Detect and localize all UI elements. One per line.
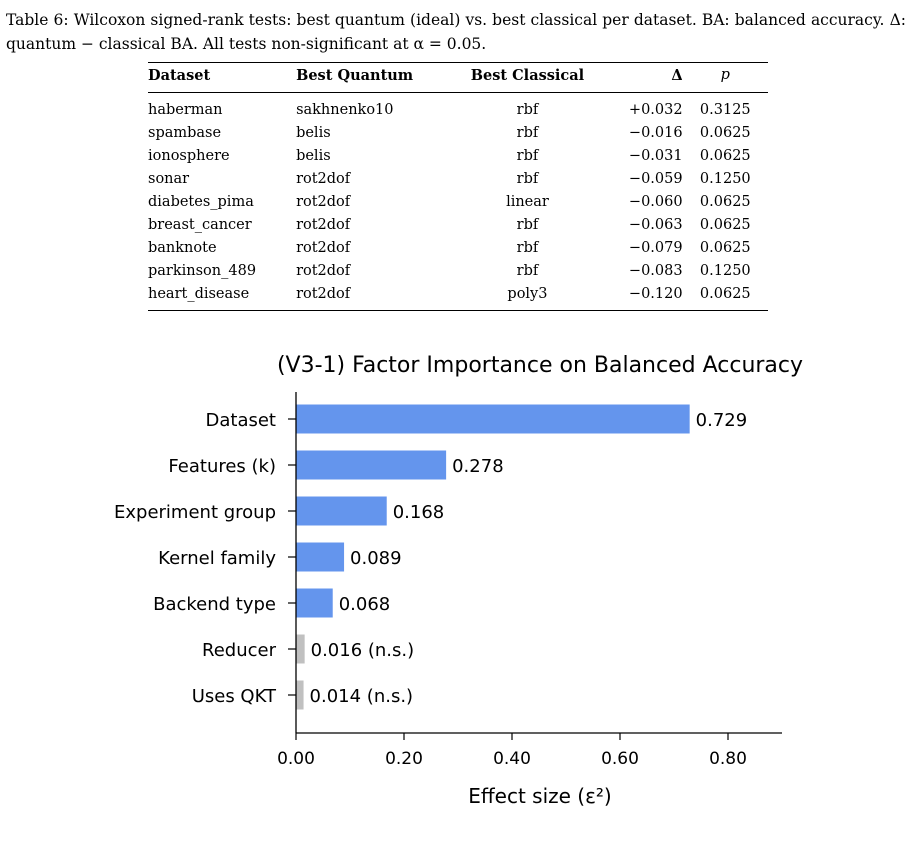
caption-label: Table 6: [6, 11, 69, 29]
category-label: Uses QKT [192, 686, 277, 707]
bar [296, 404, 690, 434]
header-delta: Δ [599, 62, 689, 93]
delta-cell: −0.016 [628, 125, 683, 141]
delta-cell: −0.083 [628, 263, 683, 279]
best-classical-cell: poly3 [460, 283, 600, 311]
bar [296, 450, 447, 480]
x-axis-label: Effect size (ε²) [468, 784, 612, 808]
best-quantum-cell: rot2dof [296, 283, 461, 311]
bar [296, 680, 304, 710]
x-tick-label: 0.20 [385, 749, 423, 769]
dataset-cell: diabetes_pima [148, 194, 254, 210]
dataset-cell: spambase [148, 125, 222, 141]
dataset-cell: ionosphere [148, 148, 230, 164]
category-label: Kernel family [158, 548, 276, 569]
category-label: Dataset [206, 410, 277, 431]
bar [296, 588, 333, 618]
best-classical-cell: rbf [516, 171, 539, 187]
value-label: 0.016 (n.s.) [311, 640, 415, 661]
table-row: parkinson_489 rot2dof rbf −0.083 0.1250 [148, 260, 768, 283]
dataset-cell: breast_cancer [148, 217, 252, 233]
best-classical-cell: rbf [516, 125, 539, 141]
delta-cell: −0.060 [628, 194, 683, 210]
value-label: 0.089 [350, 548, 402, 569]
table-row: sonar rot2dof rbf −0.059 0.1250 [148, 168, 768, 191]
p-value-cell: 0.0625 [699, 125, 751, 141]
delta-cell: −0.031 [628, 148, 683, 164]
factor-importance-chart: (V3-1) Factor Importance on Balanced Acc… [114, 353, 803, 808]
p-value-cell: 0.1250 [699, 263, 751, 279]
p-value-cell: 0.0625 [699, 240, 751, 256]
best-quantum-cell: rot2dof [296, 217, 351, 233]
category-label: Reducer [202, 640, 277, 661]
delta-cell: −0.063 [628, 217, 683, 233]
best-quantum-cell: belis [296, 125, 331, 141]
delta-cell: −0.059 [628, 171, 683, 187]
best-quantum-cell: rot2dof [296, 171, 351, 187]
best-classical-cell: linear [506, 194, 549, 210]
value-label: 0.068 [339, 594, 391, 615]
header-dataset: Dataset [148, 62, 297, 93]
delta-cell: −0.120 [599, 283, 689, 311]
bar [296, 542, 345, 572]
table-row: ionosphere belis rbf −0.031 0.0625 [148, 145, 768, 168]
value-label: 0.729 [696, 410, 748, 431]
value-label: 0.278 [452, 456, 504, 477]
best-quantum-cell: rot2dof [296, 194, 351, 210]
caption-text: Wilcoxon signed-rank tests: best quantum… [6, 11, 906, 53]
best-classical-cell: rbf [516, 148, 539, 164]
dataset-cell: banknote [148, 240, 217, 256]
best-classical-cell: rbf [516, 102, 539, 118]
best-quantum-cell: belis [296, 148, 331, 164]
header-best-classical: Best Classical [460, 62, 600, 93]
dataset-cell: parkinson_489 [148, 263, 257, 279]
x-tick-label: 0.00 [277, 749, 315, 769]
p-value-cell: 0.0625 [699, 217, 751, 233]
p-value-cell: 0.1250 [699, 171, 751, 187]
x-tick-label: 0.40 [493, 749, 531, 769]
p-value-cell: 0.0625 [699, 148, 751, 164]
bar [296, 496, 387, 526]
table-row: banknote rot2dof rbf −0.079 0.0625 [148, 237, 768, 260]
p-value-cell: 0.3125 [699, 102, 751, 118]
best-quantum-cell: sakhnenko10 [296, 102, 394, 118]
table-row: diabetes_pima rot2dof linear −0.060 0.0625 [148, 191, 768, 214]
p-value-cell: 0.0625 [699, 194, 751, 210]
table-row: spambase belis rbf −0.016 0.0625 [148, 122, 768, 145]
delta-cell: +0.032 [628, 102, 683, 118]
x-tick-label: 0.80 [709, 749, 747, 769]
table-row: heart_disease rot2dof poly3 −0.120 0.0625 [148, 283, 768, 311]
dataset-cell: sonar [148, 171, 190, 187]
best-classical-cell: rbf [516, 240, 539, 256]
category-label: Features (k) [168, 456, 276, 477]
category-label: Backend type [153, 594, 276, 615]
p-value-cell: 0.0625 [688, 283, 768, 311]
best-classical-cell: rbf [516, 217, 539, 233]
header-best-quantum: Best Quantum [296, 62, 461, 93]
best-quantum-cell: rot2dof [296, 263, 351, 279]
chart-title: (V3-1) Factor Importance on Balanced Acc… [277, 353, 803, 378]
header-p: p [688, 62, 768, 93]
table-caption: Table 6: Wilcoxon signed-rank tests: bes… [6, 8, 906, 56]
table-header-row: Dataset Best Quantum Best Classical Δ p [148, 62, 768, 93]
table-row: breast_cancer rot2dof rbf −0.063 0.0625 [148, 214, 768, 237]
bar [296, 634, 305, 664]
category-label: Experiment group [114, 502, 276, 523]
dataset-cell: haberman [148, 102, 223, 118]
value-label: 0.168 [393, 502, 445, 523]
best-classical-cell: rbf [516, 263, 539, 279]
dataset-cell: heart_disease [148, 283, 297, 311]
delta-cell: −0.079 [628, 240, 683, 256]
wilcoxon-table: Dataset Best Quantum Best Classical Δ p … [148, 62, 768, 311]
table-row: haberman sakhnenko10 rbf +0.032 0.3125 [148, 93, 768, 123]
value-label: 0.014 (n.s.) [310, 686, 414, 707]
best-quantum-cell: rot2dof [296, 240, 351, 256]
x-tick-label: 0.60 [601, 749, 639, 769]
